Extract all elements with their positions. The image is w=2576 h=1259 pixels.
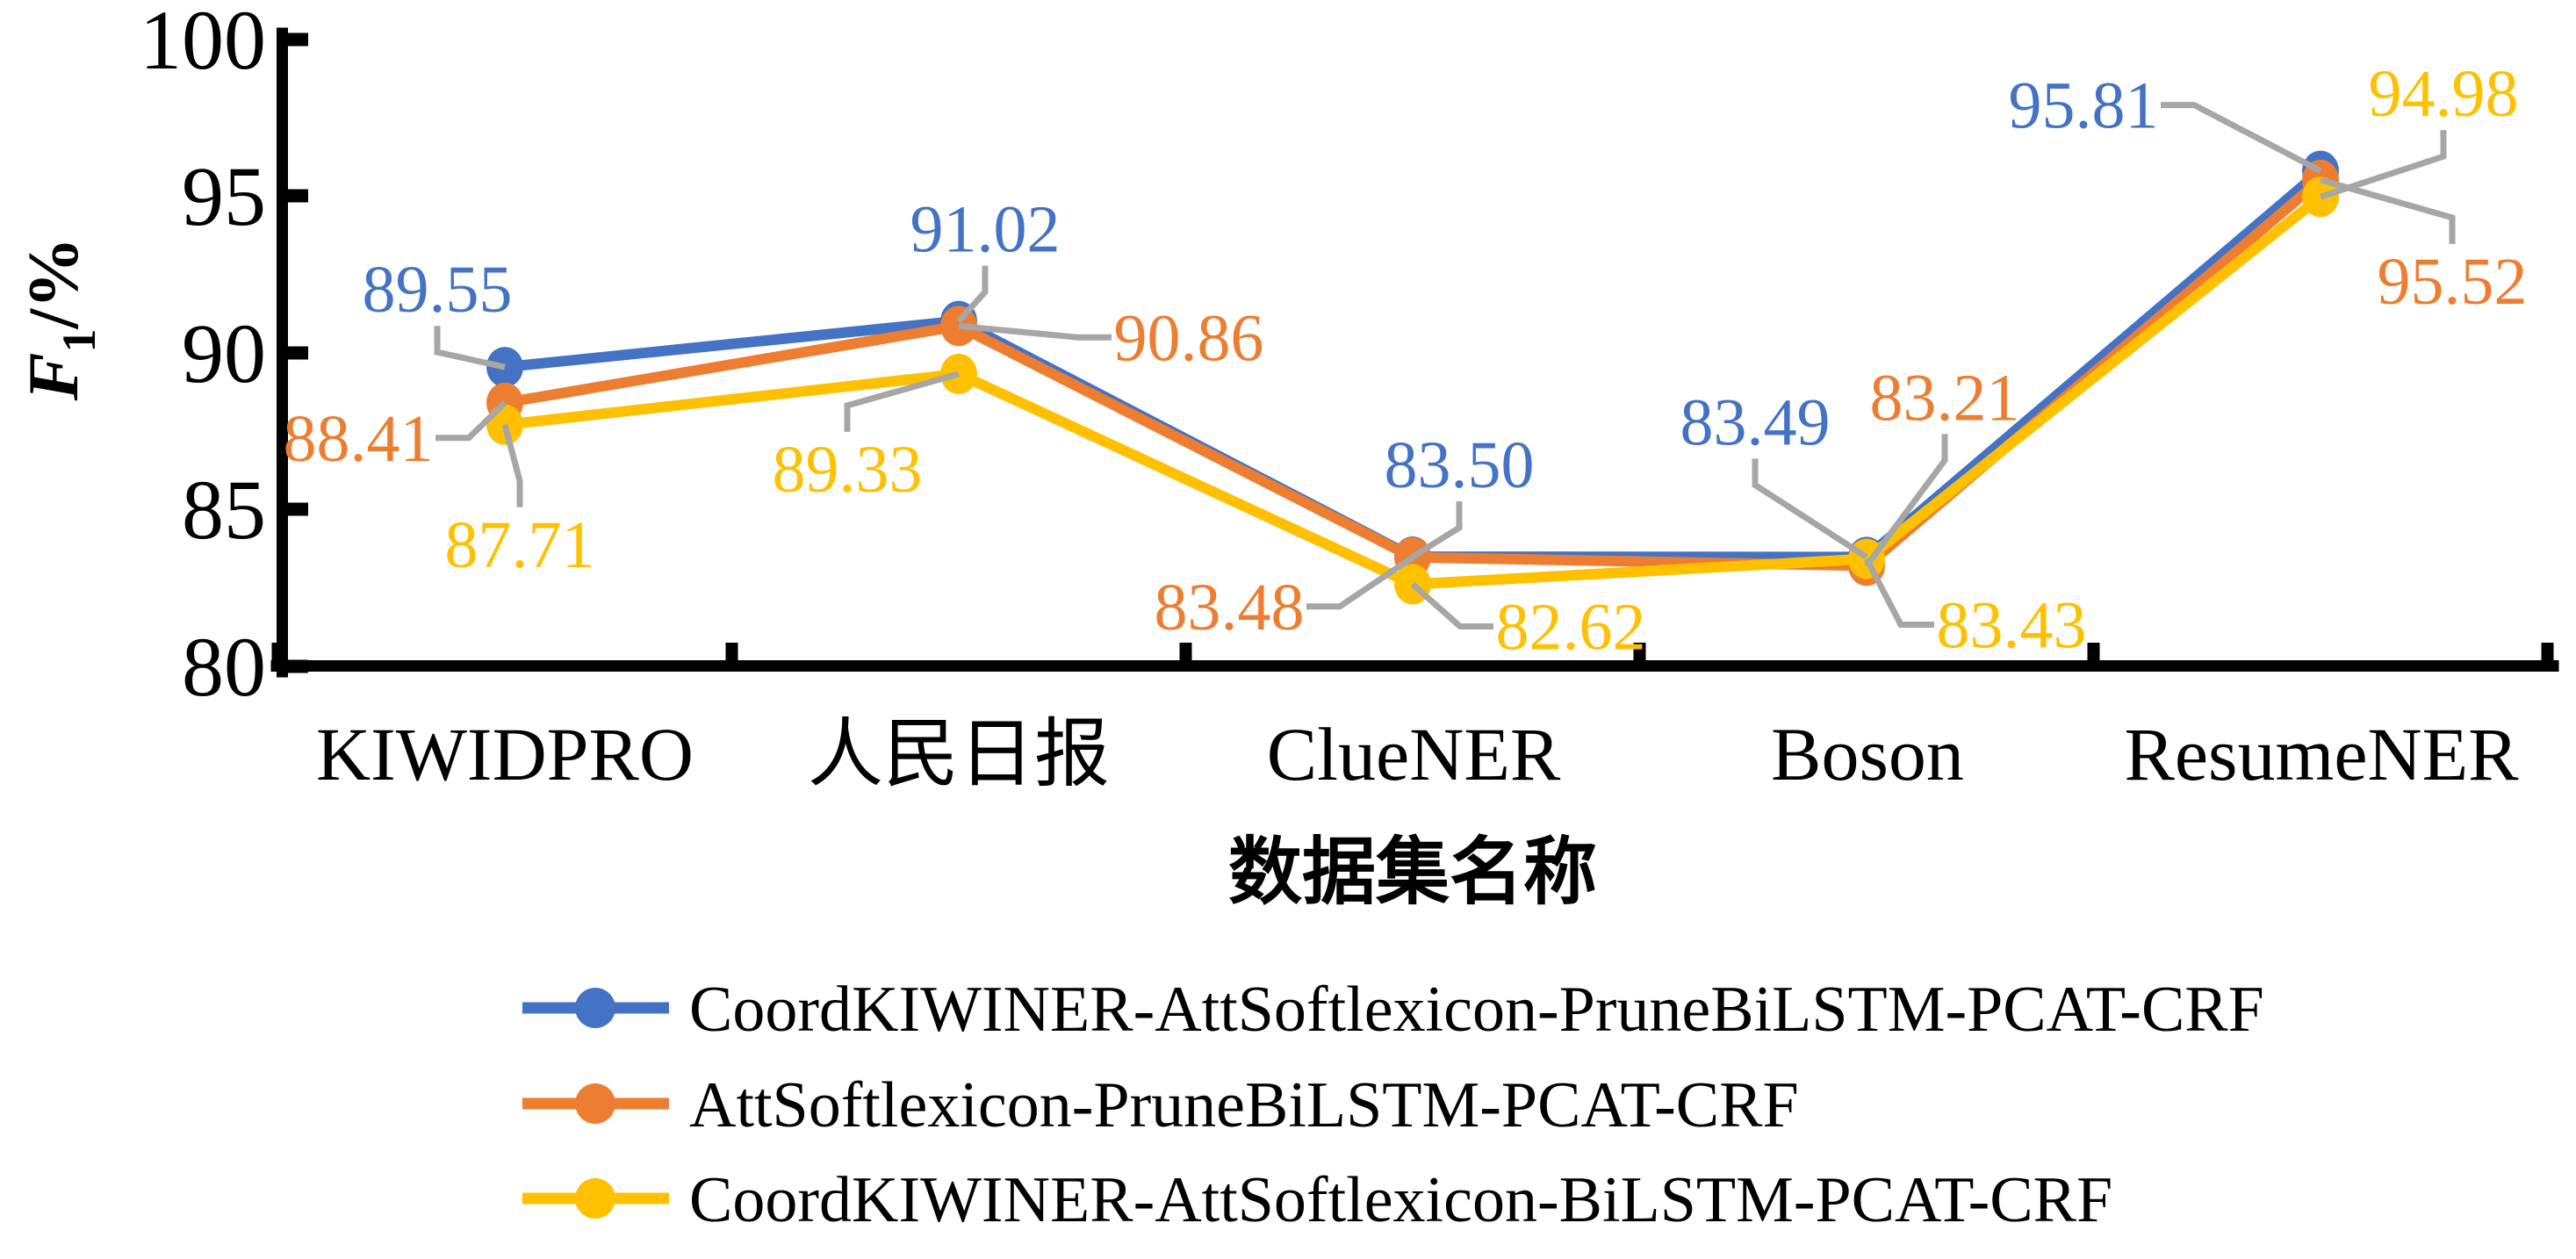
leader-line-s1-c1 xyxy=(958,322,1112,341)
y-tick-label: 90 xyxy=(182,306,266,400)
data-label-s2-c3: 83.43 xyxy=(1937,589,2087,663)
series-line-2 xyxy=(500,191,2326,590)
data-label-s0-c3: 83.49 xyxy=(1680,385,1831,459)
y-axis-title-unit: /% xyxy=(13,237,93,330)
legend-marker-dot xyxy=(575,1083,615,1124)
category-label: KIWIDPRO xyxy=(316,712,694,796)
legend-item-series-1: AttSoftlexicon-PruneBiLSTM-PCAT-CRF xyxy=(522,1069,1799,1141)
legend: CoordKIWINER-AttSoftlexicon-PruneBiLSTM-… xyxy=(522,974,2264,1236)
legend-marker-dot xyxy=(575,988,615,1028)
y-tick-label: 100 xyxy=(140,0,266,87)
y-tick-label: 85 xyxy=(182,463,266,557)
y-axis-title-symbol: F xyxy=(13,353,93,402)
category-label: Boson xyxy=(1771,712,1964,796)
data-label-s1-c4: 95.52 xyxy=(2378,245,2528,319)
category-label: ResumeNER xyxy=(2124,712,2519,796)
leader-line-s0-c2 xyxy=(1411,501,1463,560)
leader-line-s1-c3 xyxy=(1864,434,1948,568)
data-label-s0-c2: 83.50 xyxy=(1385,428,1535,502)
y-axis-title: F1/% xyxy=(13,237,105,402)
y-tick-label: 80 xyxy=(182,620,266,714)
data-label-s1-c0: 88.41 xyxy=(284,402,434,476)
leader-line-s2-c3 xyxy=(1863,557,1934,629)
leader-line-s2-c0 xyxy=(501,423,523,507)
leader-line-s1-c0 xyxy=(435,400,507,442)
leader-line-s0-c4 xyxy=(2161,102,2322,174)
y-tick-label: 95 xyxy=(182,149,266,243)
category-label: ClueNER xyxy=(1267,712,1561,796)
x-axis-title: 数据集名称 xyxy=(1228,832,1597,914)
leader-line-s0-c3 xyxy=(1752,458,1868,560)
legend-label: CoordKIWINER-AttSoftlexicon-PruneBiLSTM-… xyxy=(689,974,2264,1046)
legend-item-series-2: CoordKIWINER-AttSoftlexicon-BiLSTM-PCAT-… xyxy=(522,1164,2112,1236)
y-axis-title-subscript: 1 xyxy=(53,329,105,353)
legend-item-series-0: CoordKIWINER-AttSoftlexicon-PruneBiLSTM-… xyxy=(522,974,2264,1046)
data-label-s0-c1: 91.02 xyxy=(910,193,1061,267)
legend-marker-dot xyxy=(575,1178,615,1219)
y-axis: 100 95 90 85 80 xyxy=(140,0,308,714)
data-label-s1-c3: 83.21 xyxy=(1870,361,2020,435)
data-label-s0-c4: 95.81 xyxy=(2009,69,2159,143)
series-1 xyxy=(486,159,2339,586)
leader-line-s2-c4 xyxy=(2319,130,2447,200)
series-line-1 xyxy=(500,174,2326,572)
data-label-s0-c0: 89.55 xyxy=(363,253,513,327)
leader-line-s0-c0 xyxy=(434,326,506,371)
leader-line-s0-c1 xyxy=(956,265,989,323)
data-label-s1-c2: 83.48 xyxy=(1155,571,1305,644)
leader-line-s1-c4 xyxy=(2320,176,2456,244)
data-label-s2-c1: 89.33 xyxy=(773,433,923,507)
legend-label: CoordKIWINER-AttSoftlexicon-BiLSTM-PCAT-… xyxy=(689,1164,2112,1236)
x-axis: KIWIDPRO 人民日报 ClueNER Boson ResumeNER xyxy=(270,643,2559,796)
data-label-s1-c1: 90.86 xyxy=(1114,301,1264,375)
legend-label: AttSoftlexicon-PruneBiLSTM-PCAT-CRF xyxy=(689,1069,1799,1141)
data-label-s2-c0: 87.71 xyxy=(445,508,595,582)
category-label: 人民日报 xyxy=(808,712,1110,796)
leader-lines xyxy=(434,102,2456,630)
data-labels: 89.55 91.02 83.50 83.49 95.81 88.41 90.86 83.48… xyxy=(284,57,2528,664)
data-label-s2-c4: 94.98 xyxy=(2369,57,2519,131)
leader-line-s2-c2 xyxy=(1410,581,1493,630)
leader-line-s2-c1 xyxy=(844,371,960,432)
data-label-s2-c2: 82.62 xyxy=(1496,590,1646,664)
leader-line-s1-c2 xyxy=(1306,554,1414,610)
plot-area: 89.55 91.02 83.50 83.49 95.81 88.41 90.86 83.48… xyxy=(284,57,2528,664)
